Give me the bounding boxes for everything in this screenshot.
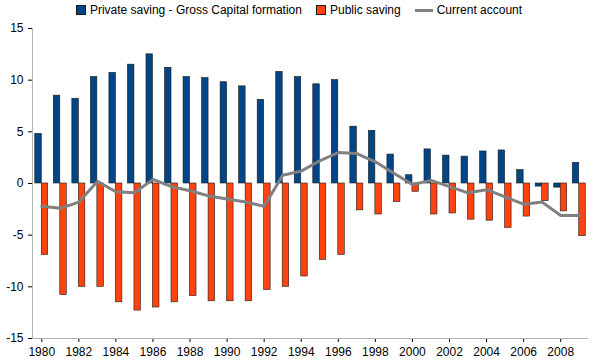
svg-text:1998: 1998 (362, 345, 389, 359)
svg-text:-10: -10 (6, 280, 24, 294)
svg-text:1996: 1996 (325, 345, 352, 359)
svg-text:1984: 1984 (103, 345, 130, 359)
html-text:Public saving: Public saving (330, 3, 401, 17)
svg-text:1980: 1980 (28, 345, 55, 359)
svg-text:-5: -5 (13, 228, 24, 242)
html-text:Current account: Current account (436, 3, 523, 17)
svg-text:2004: 2004 (473, 345, 500, 359)
svg-text:5: 5 (17, 125, 24, 139)
svg-text:10: 10 (10, 73, 24, 87)
svg-text:1990: 1990 (214, 345, 241, 359)
svg-text:2006: 2006 (510, 345, 537, 359)
svg-text:-15: -15 (6, 331, 24, 345)
svg-text:1982: 1982 (65, 345, 92, 359)
svg-text:1986: 1986 (140, 345, 167, 359)
html-text:Private saving - Gross Capital: Private saving - Gross Capital formation (89, 3, 302, 17)
svg-text:2002: 2002 (436, 345, 463, 359)
svg-text:2000: 2000 (399, 345, 426, 359)
svg-text:1988: 1988 (177, 345, 204, 359)
svg-text:0: 0 (17, 176, 24, 190)
svg-text:2008: 2008 (547, 345, 574, 359)
svg-text:1992: 1992 (251, 345, 278, 359)
svg-text:1994: 1994 (288, 345, 315, 359)
svg-text:15: 15 (10, 21, 24, 35)
